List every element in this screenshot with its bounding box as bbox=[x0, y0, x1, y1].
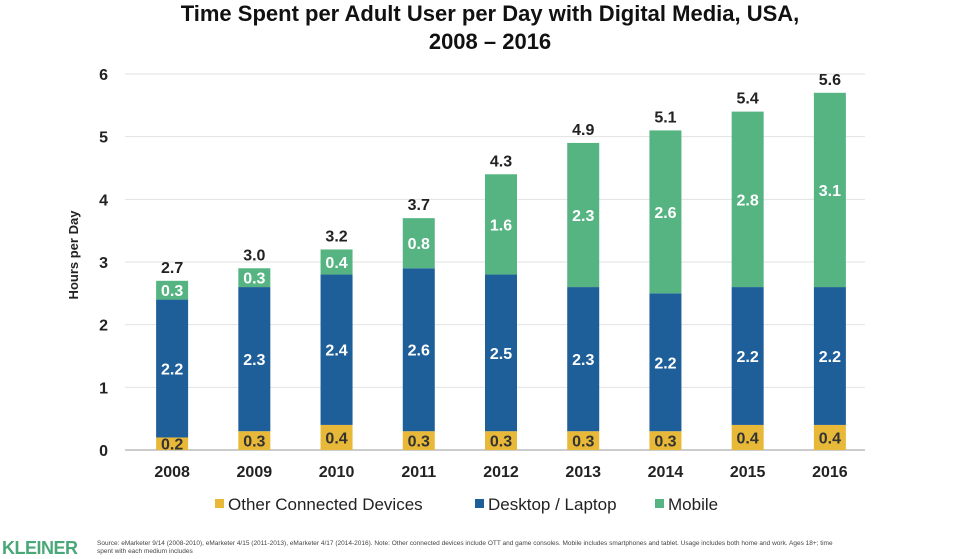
segment-value-label: 2.6 bbox=[654, 205, 676, 222]
y-tick-label: 4 bbox=[99, 192, 108, 209]
bar-segment bbox=[567, 142, 600, 288]
bar-segment bbox=[731, 424, 764, 450]
x-tick-label: 2011 bbox=[401, 464, 436, 481]
total-value-label: 5.1 bbox=[654, 109, 676, 126]
chart-title-line1: Time Spent per Adult User per Day with D… bbox=[180, 1, 800, 26]
segment-value-label: 2.2 bbox=[161, 362, 183, 379]
total-value-label: 4.3 bbox=[490, 153, 512, 170]
segment-value-label: 0.3 bbox=[161, 283, 183, 300]
total-value-label: 4.9 bbox=[572, 122, 594, 139]
bar-segment bbox=[320, 424, 353, 450]
segment-value-label: 2.2 bbox=[819, 349, 841, 366]
legend-label: Mobile bbox=[668, 495, 718, 514]
y-tick-label: 2 bbox=[99, 318, 108, 335]
bar-segment bbox=[320, 249, 353, 275]
bar-segment bbox=[156, 299, 189, 438]
bar-segment bbox=[731, 111, 764, 288]
y-tick-label: 3 bbox=[99, 255, 108, 272]
bar-segment bbox=[813, 92, 846, 288]
segment-value-label: 1.6 bbox=[490, 217, 512, 234]
segment-value-label: 0.3 bbox=[243, 271, 265, 288]
y-tick-label: 0 bbox=[99, 443, 108, 460]
segment-value-label: 3.1 bbox=[819, 183, 841, 200]
bar-segment bbox=[156, 437, 189, 450]
bar-segment bbox=[156, 280, 189, 300]
segment-value-label: 0.3 bbox=[572, 434, 594, 451]
total-value-label: 3.7 bbox=[408, 197, 430, 214]
bar-segment bbox=[567, 287, 600, 432]
bar-segment bbox=[238, 287, 271, 432]
y-axis-label: Hours per Day bbox=[66, 210, 81, 300]
x-tick-label: 2012 bbox=[483, 464, 519, 481]
bar-segment bbox=[485, 174, 517, 275]
segment-value-label: 0.4 bbox=[325, 255, 347, 272]
x-tick-label: 2015 bbox=[730, 464, 766, 481]
bar-segment bbox=[485, 431, 517, 450]
x-tick-label: 2008 bbox=[154, 464, 190, 481]
segment-value-label: 2.8 bbox=[737, 192, 759, 209]
segment-value-label: 0.3 bbox=[490, 434, 512, 451]
segment-value-label: 0.8 bbox=[408, 236, 430, 253]
segment-value-label: 0.3 bbox=[654, 434, 676, 451]
stacked-bar-chart: 0 1 2 3 4 5 6 Hours per Day 0.2 2.2 0.3 2.7 2008 0.3 2… bbox=[66, 67, 865, 514]
segment-value-label: 0.4 bbox=[737, 430, 759, 447]
bar-segment bbox=[402, 268, 435, 432]
y-tick-label: 1 bbox=[99, 380, 108, 397]
segment-value-label: 0.2 bbox=[161, 437, 183, 454]
bar-segment bbox=[238, 268, 271, 288]
bar-segment bbox=[567, 431, 600, 450]
segment-value-label: 2.5 bbox=[490, 346, 512, 363]
segment-value-label: 2.3 bbox=[572, 352, 594, 369]
segment-value-label: 0.3 bbox=[243, 434, 265, 451]
bar-segment bbox=[813, 287, 846, 425]
segment-value-label: 2.3 bbox=[243, 352, 265, 369]
segment-value-label: 0.4 bbox=[325, 430, 347, 447]
chart-title: Time Spent per Adult User per Day with D… bbox=[0, 0, 960, 56]
x-tick-label: 2014 bbox=[648, 464, 684, 481]
x-tick-label: 2009 bbox=[237, 464, 273, 481]
total-value-label: 5.4 bbox=[737, 91, 759, 108]
total-value-label: 3.0 bbox=[243, 247, 265, 264]
bar-segment bbox=[320, 274, 353, 425]
segment-value-label: 0.4 bbox=[819, 430, 841, 447]
bar-segment bbox=[485, 274, 517, 432]
legend-label: Other Connected Devices bbox=[228, 495, 423, 514]
segment-value-label: 0.3 bbox=[408, 434, 430, 451]
legend-swatch bbox=[655, 499, 664, 508]
segment-value-label: 2.2 bbox=[737, 349, 759, 366]
segment-value-label: 2.6 bbox=[408, 343, 430, 360]
source-note: Source: eMarketer 9/14 (2008-2010), eMar… bbox=[97, 540, 833, 555]
bar-segment bbox=[649, 293, 682, 432]
legend-swatch bbox=[475, 499, 484, 508]
legend-swatch bbox=[215, 499, 224, 508]
bar-segment bbox=[402, 431, 435, 450]
total-value-label: 2.7 bbox=[161, 260, 183, 277]
x-tick-label: 2016 bbox=[812, 464, 848, 481]
y-tick-label: 5 bbox=[99, 130, 108, 147]
total-value-label: 5.6 bbox=[819, 72, 841, 89]
legend-label: Desktop / Laptop bbox=[488, 495, 617, 514]
brand-logo: KLEINER bbox=[2, 538, 78, 558]
x-tick-label: 2010 bbox=[319, 464, 355, 481]
x-tick-label: 2013 bbox=[565, 464, 601, 481]
total-value-label: 3.2 bbox=[325, 228, 347, 245]
chart-title-line2: 2008 – 2016 bbox=[428, 29, 552, 54]
bar-segment bbox=[813, 424, 846, 450]
bar-segment bbox=[649, 431, 682, 450]
segment-value-label: 2.4 bbox=[325, 343, 347, 360]
bar-segment bbox=[649, 130, 682, 294]
y-tick-label: 6 bbox=[99, 67, 108, 84]
bar-segment bbox=[402, 218, 435, 269]
bar-segment bbox=[731, 287, 764, 425]
segment-value-label: 2.2 bbox=[654, 355, 676, 372]
segment-value-label: 2.3 bbox=[572, 208, 594, 225]
bar-segment bbox=[238, 431, 271, 450]
